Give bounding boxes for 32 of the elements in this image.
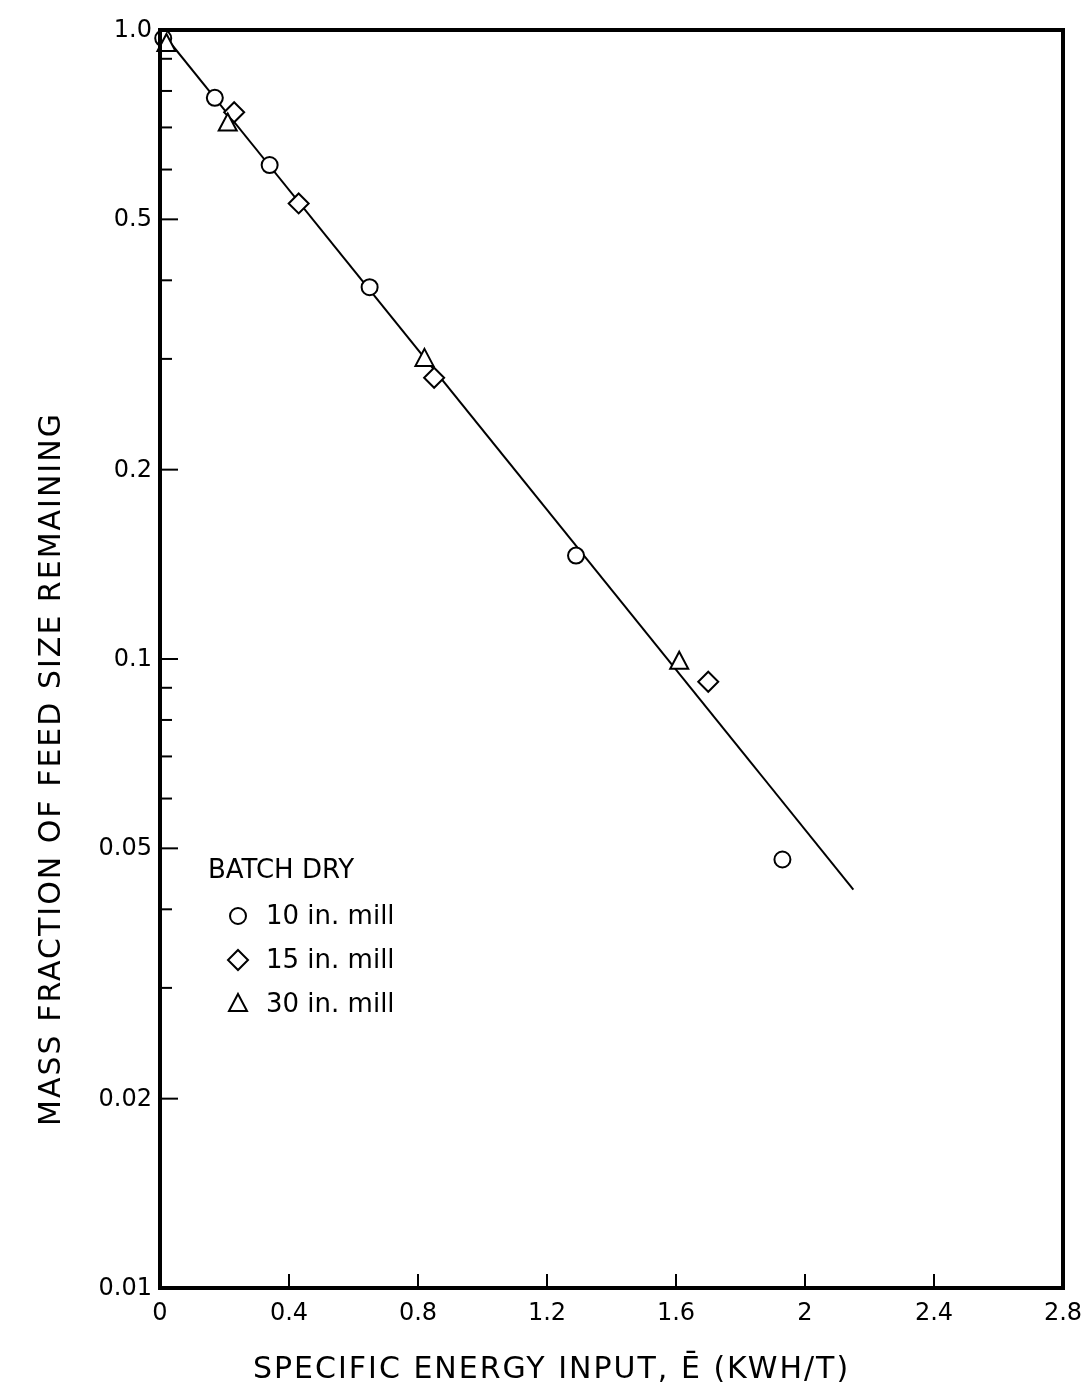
legend-label: 30 in. mill [266,987,395,1018]
y-tick-label: 1.0 [113,15,152,43]
point [567,546,586,565]
point [773,850,792,869]
y-tick-label: 0.01 [98,1273,152,1301]
y-axis-title: MASS FRACTION OF FEED SIZE REMAINING [32,412,67,1126]
point [287,192,310,215]
y-tick-label: 0.02 [98,1083,152,1112]
x-axis-title: SPECIFIC ENERGY INPUT, Ē (KWH/T) [252,1350,851,1383]
point [205,88,224,107]
x-tick-label: 1.2 [527,1298,567,1326]
y-tick-label: 0.1 [113,644,152,672]
point [414,347,435,367]
x-tick-label: 1.6 [656,1298,696,1326]
legend-label: 10 in. mill [266,899,395,930]
point [423,366,446,389]
point [360,278,379,297]
point [697,670,720,693]
x-tick-label: 0 [152,1298,168,1326]
y-tick-label: 0.05 [98,833,152,862]
y-tick-label: 0.5 [113,204,152,233]
x-tick-label: 0.8 [398,1298,438,1326]
x-tick-label: 2.8 [1043,1298,1083,1326]
point [260,156,279,175]
point [669,650,690,670]
point [217,112,238,132]
x-tick-label: 2.4 [914,1298,954,1326]
legend-label: 15 in. mill [266,943,395,974]
x-tick-label: 2 [797,1298,813,1326]
legend-title: BATCH DRY [208,854,355,884]
x-tick-label: 0.4 [269,1298,309,1326]
y-tick-label: 0.2 [113,454,152,483]
